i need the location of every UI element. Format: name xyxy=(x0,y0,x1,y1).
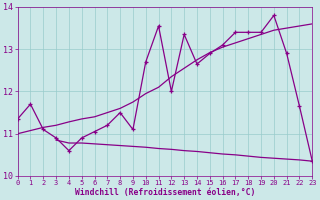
X-axis label: Windchill (Refroidissement éolien,°C): Windchill (Refroidissement éolien,°C) xyxy=(75,188,255,197)
